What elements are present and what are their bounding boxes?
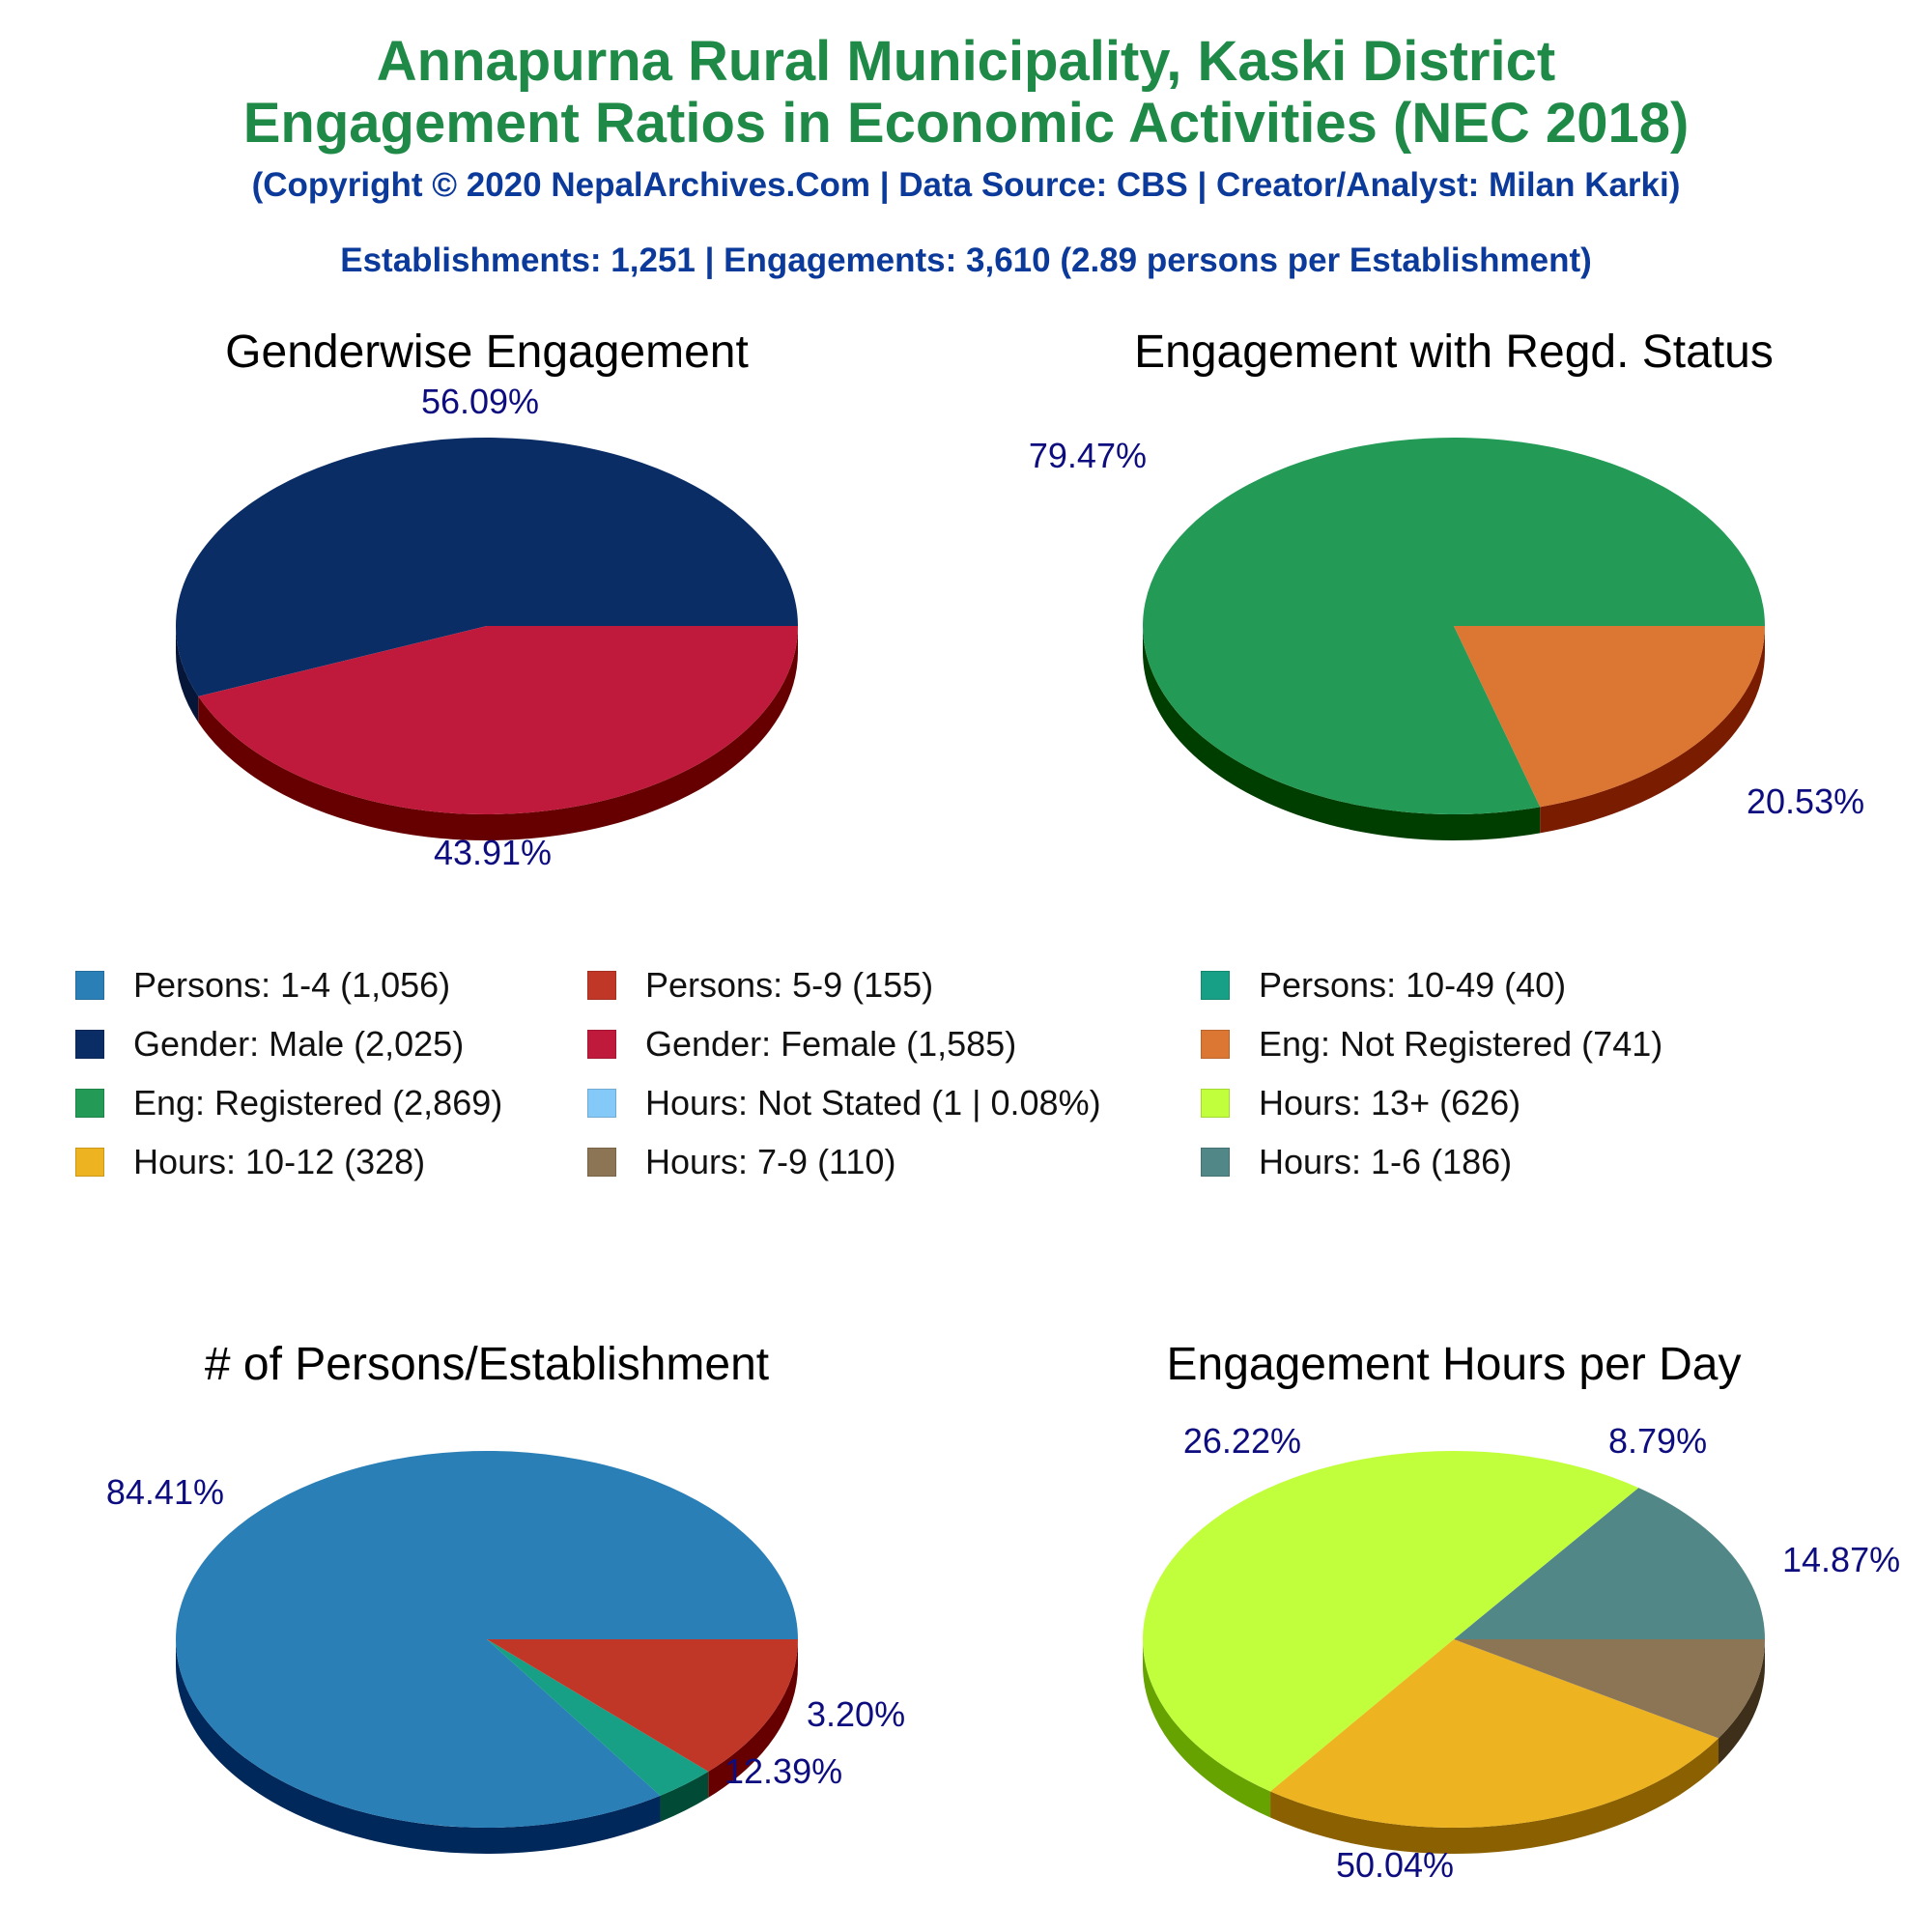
legend-item: Gender: Female (1,585) — [587, 1020, 1016, 1068]
pie-chart-4: Engagement Hours per Day 14.87% 50.04% 26.2… — [1142, 1339, 1900, 1885]
legend-label: Persons: 5-9 (155) — [645, 965, 934, 1005]
chart-title: Engagement Hours per Day — [1167, 1339, 1742, 1390]
legend-swatch — [1201, 1148, 1230, 1177]
pie-slice — [487, 1639, 798, 1772]
title-line-2: Engagement Ratios in Economic Activities… — [242, 92, 1690, 155]
pie-slice-side — [1143, 1639, 1271, 1818]
legend-item: Eng: Not Registered (741) — [1201, 1020, 1662, 1068]
legend-item: Gender: Male (2,025) — [75, 1020, 464, 1068]
slice-percent-label: 3.20% — [807, 1694, 905, 1734]
chart-title: # of Persons/Establishment — [205, 1339, 769, 1390]
pie-slice — [487, 1639, 709, 1796]
legend-label: Persons: 10-49 (40) — [1259, 965, 1567, 1005]
pie-slice-side — [1270, 1738, 1719, 1854]
legend-swatch — [1201, 971, 1230, 1000]
slice-percent-label: 43.91% — [434, 833, 552, 872]
legend-item: Hours: 10-12 (328) — [75, 1138, 425, 1186]
slice-percent-label: 56.09% — [421, 382, 539, 421]
legend-swatch — [75, 971, 104, 1000]
legend-item: Hours: 7-9 (110) — [587, 1138, 895, 1186]
legend-swatch — [587, 1030, 616, 1059]
legend-label: Eng: Registered (2,869) — [133, 1083, 503, 1122]
pie-slice — [198, 626, 798, 815]
legend-swatch — [587, 1148, 616, 1177]
legend-item: Persons: 10-49 (40) — [1201, 961, 1566, 1009]
legend-label: Hours: 10-12 (328) — [133, 1142, 426, 1181]
legend-swatch — [1201, 1030, 1230, 1059]
pie-slice-side — [708, 1639, 798, 1798]
legend-item: Persons: 1-4 (1,056) — [75, 961, 450, 1009]
pie-slice — [1454, 626, 1765, 808]
legend-swatch — [75, 1030, 104, 1059]
legend-label: Hours: Not Stated (1 | 0.08%) — [645, 1083, 1101, 1122]
legend-swatch — [75, 1148, 104, 1177]
pie-chart-3: # of Persons/Establishment 84.41% 3.20% 12.… — [106, 1339, 905, 1854]
slice-percent-label: 50.04% — [1336, 1845, 1454, 1885]
slice-percent-label: 84.41% — [106, 1472, 224, 1512]
pie-chart-1: Genderwise Engagement 56.09% 43.91% — [176, 327, 799, 872]
legend-label: Gender: Female (1,585) — [645, 1024, 1017, 1064]
credit-line: (Copyright © 2020 NepalArchives.Com | Da… — [251, 166, 1681, 204]
pie-slice-side — [1719, 1639, 1765, 1765]
legend-swatch — [587, 971, 616, 1000]
legend-swatch — [75, 1089, 104, 1118]
pie-slice-side — [176, 626, 199, 723]
legend-label: Persons: 1-4 (1,056) — [133, 965, 451, 1005]
legend-label: Hours: 13+ (626) — [1259, 1083, 1521, 1122]
pie-slice-side — [1143, 626, 1541, 841]
chart-title: Genderwise Engagement — [225, 327, 749, 378]
legend-item: Persons: 5-9 (155) — [587, 961, 933, 1009]
stats-line: Establishments: 1,251 | Engagements: 3,6… — [340, 242, 1592, 279]
pie-slice — [1454, 1639, 1765, 1739]
legend-item: Eng: Registered (2,869) — [75, 1079, 502, 1127]
pie-slice — [1454, 1488, 1765, 1639]
slice-percent-label: 12.39% — [724, 1751, 842, 1791]
slice-percent-label: 8.79% — [1608, 1421, 1707, 1461]
pie-chart-2: Engagement with Regd. Status 79.47% 20.53% — [1029, 327, 1864, 841]
legend-label: Hours: 7-9 (110) — [645, 1142, 896, 1181]
slice-percent-label: 26.22% — [1183, 1421, 1301, 1461]
legend-label: Hours: 1-6 (186) — [1259, 1142, 1513, 1181]
pie-slice — [1270, 1639, 1719, 1828]
legend-item: Hours: Not Stated (1 | 0.08%) — [587, 1079, 1101, 1127]
pie-slice — [176, 1451, 799, 1829]
pie-slice-side — [1540, 626, 1765, 834]
title-line-1: Annapurna Rural Municipality, Kaski Dist… — [376, 30, 1556, 93]
legend-label: Gender: Male (2,025) — [133, 1024, 465, 1064]
pie-slice-side — [176, 1639, 661, 1854]
legend-swatch — [587, 1089, 616, 1118]
legend-swatch — [1201, 1089, 1230, 1118]
pie-slice — [176, 438, 799, 696]
pie-slice-side — [660, 1771, 709, 1822]
legend-label: Eng: Not Registered (741) — [1259, 1024, 1663, 1064]
slice-percent-label: 79.47% — [1029, 436, 1147, 475]
legend-item: Hours: 13+ (626) — [1201, 1079, 1520, 1127]
slice-percent-label: 14.87% — [1782, 1540, 1900, 1579]
slice-percent-label: 20.53% — [1747, 781, 1864, 821]
pie-slice — [1142, 1450, 1639, 1792]
chart-title: Engagement with Regd. Status — [1134, 327, 1774, 378]
legend-item: Hours: 1-6 (186) — [1201, 1138, 1512, 1186]
